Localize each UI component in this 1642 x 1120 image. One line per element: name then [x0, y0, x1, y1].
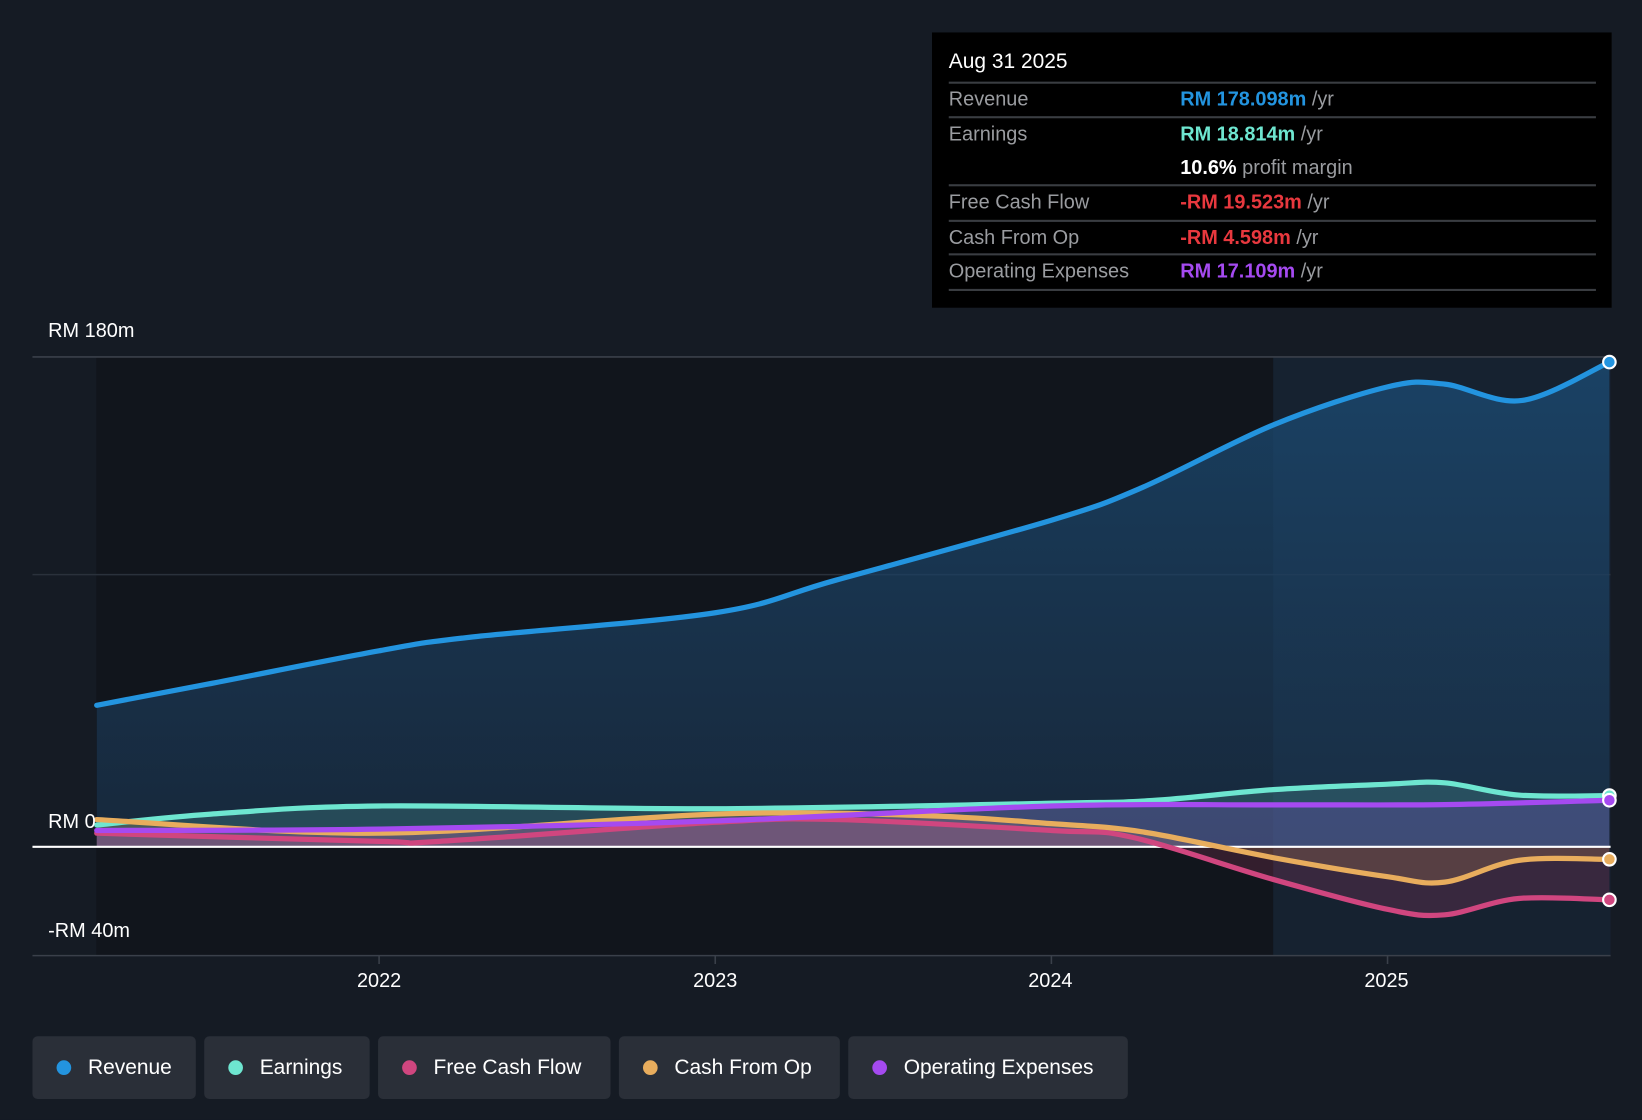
- tooltip-value: -RM 19.523m: [1180, 191, 1302, 214]
- tooltip-value: RM 17.109m: [1180, 260, 1296, 283]
- profit-margin-label: profit margin: [1242, 157, 1353, 179]
- tooltip-row-opex: Operating Expenses RM 17.109m /yr: [948, 253, 1596, 291]
- tooltip-value: RM 178.098m: [1180, 88, 1307, 111]
- tooltip-unit: /yr: [1300, 260, 1323, 283]
- legend-label: Earnings: [259, 1055, 343, 1079]
- cash-from-op-line: [94, 810, 1613, 886]
- x-tick-label: 2022: [356, 970, 402, 993]
- tooltip-label: Cash From Op: [948, 227, 1080, 250]
- legend-free-cash-flow[interactable]: Free Cash Flow: [378, 1036, 611, 1100]
- tooltip-label: Revenue: [948, 88, 1029, 111]
- legend-dot-icon: [872, 1060, 887, 1075]
- legend-earnings[interactable]: Earnings: [204, 1036, 370, 1100]
- tooltip-value: -RM 4.598m: [1180, 227, 1291, 250]
- legend-label: Cash From Op: [674, 1055, 812, 1079]
- tooltip-unit: /yr: [1296, 227, 1319, 250]
- legend-dot-icon: [642, 1060, 658, 1075]
- revenue-area: [96, 362, 1610, 847]
- tooltip-row-cfo: Cash From Op -RM 4.598m /yr: [948, 219, 1596, 256]
- cash-from-op-endpoint-marker: [1602, 851, 1617, 867]
- legend-dot-icon: [228, 1060, 243, 1075]
- legend-cash-from-op[interactable]: Cash From Op: [618, 1036, 840, 1100]
- tooltip-date: Aug 31 2025: [948, 50, 1068, 74]
- x-tick-label: 2023: [693, 970, 738, 993]
- tooltip-unit: /yr: [1300, 123, 1323, 146]
- tooltip-row-revenue: Revenue RM 178.098m /yr: [948, 81, 1596, 118]
- y-tick-label: RM 0: [48, 811, 96, 834]
- profit-margin-value: 10.6%: [1180, 157, 1237, 179]
- legend-label: Free Cash Flow: [433, 1055, 582, 1079]
- tooltip-label: Earnings: [948, 123, 1028, 146]
- legend-dot-icon: [402, 1060, 417, 1075]
- free-cash-flow-line: [94, 816, 1613, 919]
- y-tick-label: RM 180m: [48, 320, 135, 343]
- legend-revenue[interactable]: Revenue: [32, 1036, 196, 1100]
- earnings-line: [94, 779, 1613, 828]
- tooltip-unit: /yr: [1307, 191, 1330, 214]
- x-tick-label: 2025: [1364, 970, 1409, 993]
- revenue-endpoint-marker: [1602, 354, 1617, 370]
- operating-expenses-endpoint-marker: [1602, 792, 1617, 808]
- legend-label: Revenue: [87, 1055, 172, 1079]
- tooltip-row-fcf: Free Cash Flow -RM 19.523m /yr: [948, 184, 1596, 220]
- tooltip-label: Operating Expenses: [948, 260, 1130, 283]
- y-tick-label: -RM 40m: [48, 920, 130, 943]
- operating-expenses-line: [94, 797, 1613, 834]
- operating-expenses-area: [96, 800, 1610, 847]
- tooltip-label: Free Cash Flow: [948, 191, 1090, 214]
- legend-dot-icon: [56, 1060, 72, 1075]
- tooltip: Aug 31 2025 Revenue RM 178.098m /yr Earn…: [932, 32, 1612, 308]
- x-tick-label: 2024: [1028, 970, 1073, 993]
- tooltip-unit: /yr: [1311, 88, 1334, 111]
- revenue-line: [94, 359, 1613, 708]
- legend-operating-expenses[interactable]: Operating Expenses: [848, 1036, 1128, 1100]
- free-cash-flow-endpoint-marker: [1602, 892, 1617, 908]
- tooltip-row-earnings: Earnings RM 18.814m /yr 10.6% profit mar…: [948, 116, 1596, 184]
- free-cash-flow-area: [96, 818, 1610, 916]
- legend-label: Operating Expenses: [903, 1055, 1094, 1079]
- tooltip-value: RM 18.814m: [1180, 123, 1296, 146]
